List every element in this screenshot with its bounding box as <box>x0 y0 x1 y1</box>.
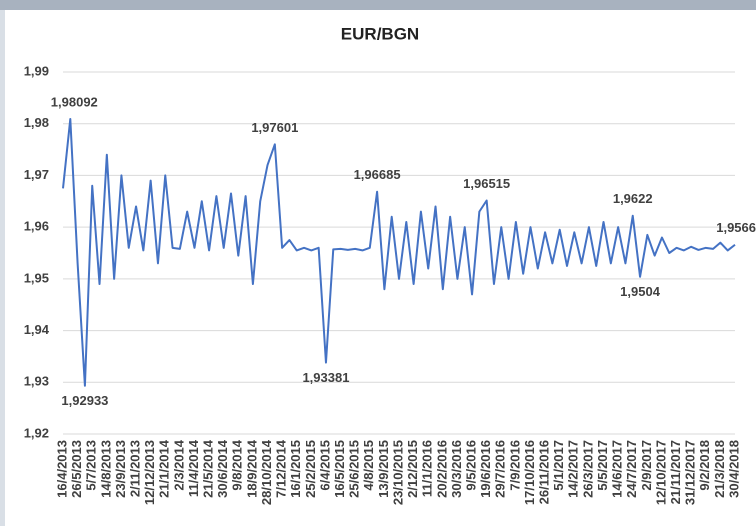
data-label: 1,93381 <box>302 370 349 385</box>
x-tick-label: 29/7/2016 <box>493 440 508 498</box>
chart-title: EUR/BGN <box>341 24 419 43</box>
data-label: 1,97601 <box>251 120 298 135</box>
x-tick-label: 2/12/2015 <box>405 440 420 498</box>
y-tick-label: 1,97 <box>24 167 49 182</box>
x-tick-label: 16/1/2015 <box>288 440 303 498</box>
top-bar <box>0 0 756 10</box>
x-tick-label: 2/11/2013 <box>127 440 142 497</box>
x-tick-label: 31/12/2017 <box>683 440 698 505</box>
x-tick-label: 23/10/2015 <box>390 440 405 505</box>
series-line <box>62 117 736 387</box>
x-tick-label: 14/8/2013 <box>98 440 113 498</box>
x-tick-label: 2/3/2014 <box>171 439 186 490</box>
x-tick-label: 11/1/2016 <box>420 440 435 497</box>
x-tick-label: 20/2/2016 <box>434 440 449 498</box>
data-label: 1,96515 <box>463 176 510 191</box>
y-tick-label: 1,94 <box>24 322 50 337</box>
x-tick-label: 6/4/2015 <box>317 440 332 491</box>
y-tick-label: 1,98 <box>24 115 49 130</box>
data-label: 1,98092 <box>51 94 98 109</box>
data-label: 1,92933 <box>61 393 108 408</box>
x-tick-label: 19/6/2016 <box>478 440 493 498</box>
data-label: 1,9504 <box>620 284 661 299</box>
x-tick-label: 12/12/2013 <box>142 440 157 505</box>
x-tick-label: 12/10/2017 <box>653 440 668 505</box>
x-tick-label: 7/9/2016 <box>507 440 522 491</box>
x-tick-label: 24/7/2017 <box>624 440 639 498</box>
x-tick-label: 30/3/2016 <box>449 440 464 498</box>
x-tick-label: 26/3/2017 <box>580 440 595 498</box>
x-tick-label: 18/9/2014 <box>244 439 259 498</box>
x-tick-label: 17/10/2016 <box>522 440 537 505</box>
data-label: 1,9566 <box>716 220 756 235</box>
x-tick-label: 28/10/2014 <box>259 439 274 505</box>
x-tick-label: 4/8/2015 <box>361 440 376 491</box>
x-tick-label: 9/2/2018 <box>697 440 712 491</box>
x-tick-label: 26/5/2013 <box>69 440 84 498</box>
x-tick-label: 5/1/2017 <box>551 440 566 491</box>
y-tick-label: 1,92 <box>24 425 49 440</box>
y-tick-label: 1,95 <box>24 270 49 285</box>
x-tick-label: 21/1/2014 <box>157 439 172 498</box>
x-tick-label: 11/4/2014 <box>186 439 201 497</box>
x-tick-label: 26/11/2016 <box>537 440 552 504</box>
x-tick-label: 21/5/2014 <box>201 439 216 498</box>
y-tick-label: 1,99 <box>24 63 49 78</box>
x-tick-label: 30/6/2014 <box>215 439 230 498</box>
x-tick-label: 21/3/2018 <box>712 440 727 498</box>
x-tick-label: 13/9/2015 <box>376 440 391 498</box>
x-tick-label: 21/11/2017 <box>668 440 683 504</box>
data-label: 1,9622 <box>613 191 653 206</box>
x-tick-label: 14/6/2017 <box>610 440 625 498</box>
x-tick-label: 9/5/2016 <box>463 440 478 491</box>
x-tick-label: 7/12/2014 <box>274 439 289 498</box>
x-tick-label: 25/2/2015 <box>303 440 318 498</box>
x-tick-label: 5/7/2013 <box>84 440 99 491</box>
x-tick-label: 16/4/2013 <box>54 440 69 498</box>
x-tick-label: 9/8/2014 <box>230 439 245 490</box>
x-tick-label: 14/2/2017 <box>566 440 581 498</box>
y-tick-label: 1,96 <box>24 219 49 234</box>
y-tick-label: 1,93 <box>24 374 49 389</box>
x-tick-label: 5/5/2017 <box>595 440 610 491</box>
x-tick-label: 25/6/2015 <box>347 440 362 498</box>
x-tick-label: 23/9/2013 <box>113 440 128 498</box>
x-tick-label: 30/4/2018 <box>726 440 741 498</box>
chart-background <box>5 10 756 526</box>
x-tick-label: 16/5/2015 <box>332 440 347 498</box>
x-tick-label: 2/9/2017 <box>639 440 654 491</box>
data-label: 1,96685 <box>354 167 401 182</box>
